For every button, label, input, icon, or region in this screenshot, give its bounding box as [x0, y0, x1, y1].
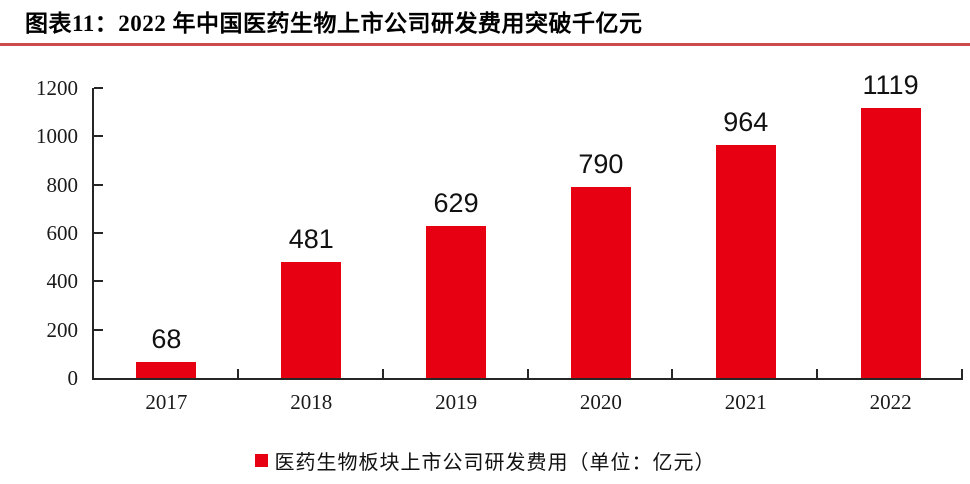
y-axis-tick	[94, 87, 103, 89]
bar-2022	[860, 107, 921, 378]
plot-area: 68 481 629 790 964 1119	[92, 70, 963, 380]
x-tick-label: 2018	[290, 390, 333, 414]
x-axis-tick	[961, 369, 963, 378]
bar-value-label: 790	[578, 149, 624, 180]
y-tick-label: 200	[46, 317, 79, 342]
x-axis-tick	[816, 369, 819, 378]
y-tick-label: 800	[46, 172, 79, 197]
bar-2021	[715, 145, 776, 378]
x-tick-label: 2017	[145, 390, 188, 414]
title-divider	[0, 43, 970, 46]
legend-marker-icon	[254, 454, 268, 467]
y-axis-tick	[94, 135, 103, 138]
x-axis-tick	[671, 369, 674, 378]
y-tick-label: 600	[46, 221, 79, 245]
x-axis-labels: 2017 2018 2019 2020 2021 2022	[94, 388, 963, 416]
y-tick-label: 1000	[36, 124, 78, 149]
bar-value-label: 1119	[862, 69, 919, 100]
bar-value-label: 481	[288, 223, 334, 254]
bar-value-label: 68	[151, 323, 182, 354]
x-axis-tick	[236, 369, 239, 378]
bar-2017	[136, 361, 197, 378]
y-axis-labels: 0 200 400 600 800 1000 1200	[0, 76, 79, 390]
y-axis-tick	[94, 280, 103, 283]
y-axis-tick	[94, 183, 103, 186]
figure-title: 图表11：2022 年中国医药生物上市公司研发费用突破千亿元	[25, 11, 643, 36]
y-axis-tick	[94, 232, 103, 234]
y-tick-label: 0	[67, 366, 79, 390]
bar-value-label: 964	[723, 107, 769, 138]
bar-2018	[281, 261, 342, 378]
x-axis-tick	[526, 369, 529, 378]
x-tick-label: 2022	[869, 390, 912, 414]
x-tick-label: 2019	[435, 390, 478, 414]
chart-legend: 医药生物板块上市公司研发费用（单位：亿元）	[0, 446, 970, 475]
x-axis-tick	[381, 369, 384, 378]
bar-2020	[570, 187, 631, 378]
y-tick-label: 1200	[36, 76, 78, 100]
bar-2019	[426, 226, 487, 378]
x-tick-label: 2020	[579, 390, 622, 414]
legend-label: 医药生物板块上市公司研发费用（单位：亿元）	[274, 452, 716, 474]
bar-value-label: 629	[433, 188, 479, 218]
y-tick-label: 400	[46, 269, 79, 294]
y-axis-tick	[94, 328, 103, 331]
x-tick-label: 2021	[724, 390, 767, 414]
